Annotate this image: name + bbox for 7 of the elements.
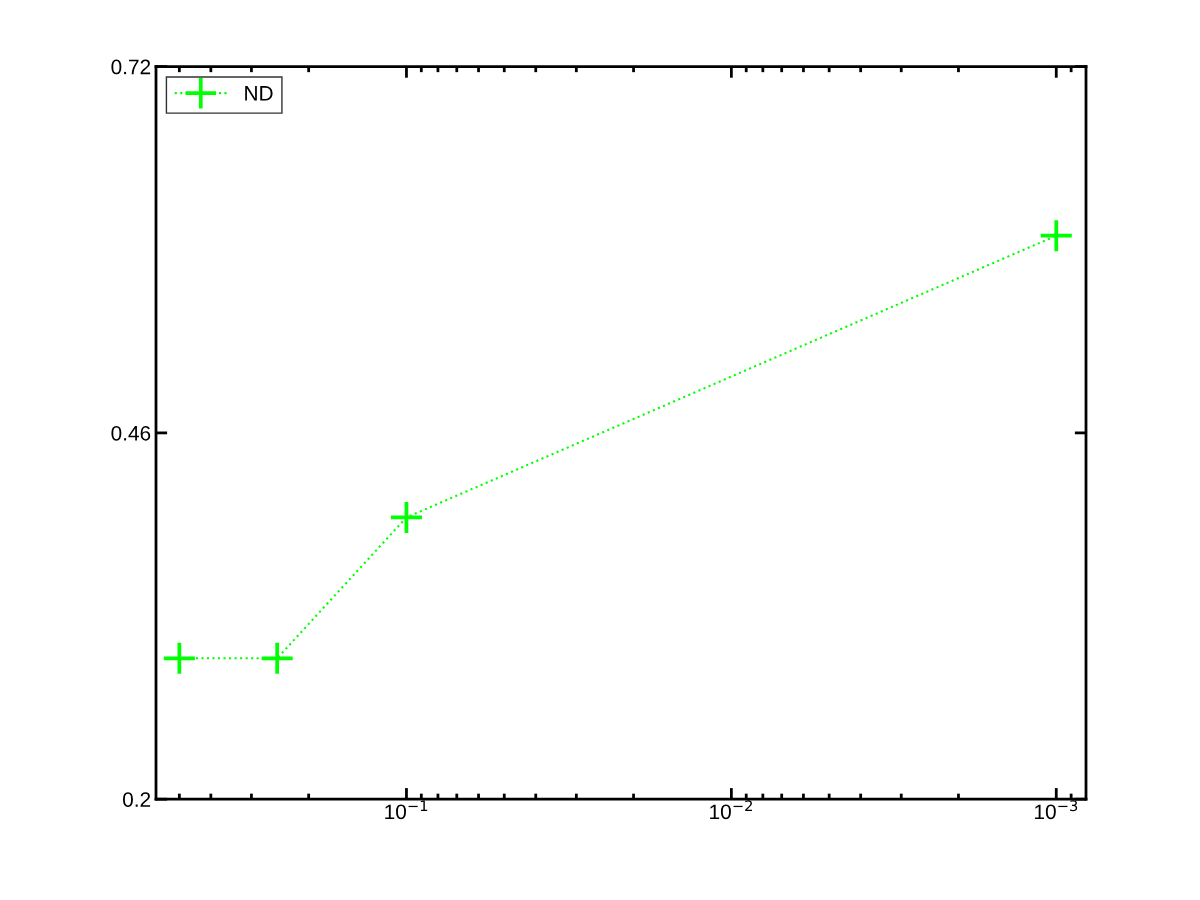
legend-label: ND (245, 86, 273, 101)
x-tick-label: 10$^{−3}$ (1035, 800, 1078, 820)
y-tick-label: 0.46 (111, 425, 151, 441)
y-tick-label: 0.2 (122, 792, 151, 807)
x-tick-label: 10$^{−2}$ (710, 800, 752, 820)
y-tick-label: 0.72 (111, 59, 151, 75)
x-tick-label: 10$^{−1}$ (385, 800, 428, 820)
